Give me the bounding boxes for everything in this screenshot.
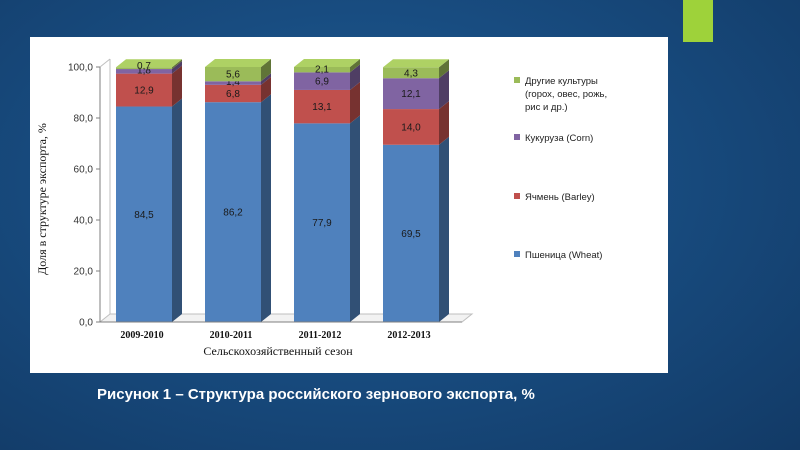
data-label: 14,0: [401, 122, 421, 133]
bar-segment: [294, 123, 350, 322]
bar-segment: [205, 67, 261, 82]
bar-segment: [205, 102, 261, 322]
data-label: 69,5: [401, 229, 421, 240]
bar-segment: [383, 109, 439, 145]
bar-segment: [116, 69, 172, 74]
legend-label: Ячмень (Barley): [525, 192, 595, 203]
bar-side: [172, 59, 182, 70]
legend-label: (горох, овес, рожь,: [525, 89, 607, 100]
bar-side: [350, 64, 360, 90]
bar-side: [172, 65, 182, 107]
legend: Другие культуры (горох, овес, рожь, рис и …: [514, 76, 607, 261]
legend-label: Другие культуры: [525, 76, 598, 87]
y-tick-label: 100,0: [68, 63, 93, 74]
data-label: 12,9: [134, 86, 154, 97]
bars: 84,5 12,9 1,80,7 86,2 6,81,45,6 77,9 13,1 6,9 2,…: [116, 59, 449, 323]
legend-label: рис и др.): [525, 102, 568, 113]
bar-side: [350, 59, 360, 73]
bar-segment: [383, 78, 439, 110]
data-label: 1,4: [226, 77, 240, 88]
x-tick-label: 2010-2011: [210, 330, 253, 341]
bar-segment: [116, 73, 172, 107]
bar-segment: [294, 89, 350, 124]
data-label: 77,9: [312, 218, 332, 229]
bar-segment: [116, 67, 172, 70]
data-label: 6,9: [315, 77, 329, 88]
legend-label: Кукуруза (Corn): [525, 133, 593, 144]
bar-segment: [383, 67, 439, 79]
x-axis-title: Сельскохозяйственный сезон: [203, 344, 353, 358]
bar-segment: [205, 84, 261, 103]
bar-side: [439, 101, 449, 145]
bar-top: [205, 59, 271, 67]
legend-label: Пшеница (Wheat): [525, 250, 602, 261]
bar-segment: [383, 144, 439, 322]
y-tick-label: 80,0: [74, 114, 94, 125]
bar-side: [439, 59, 449, 79]
data-label: 84,5: [134, 210, 154, 221]
bar-top: [383, 59, 449, 68]
bar-segment: [205, 81, 261, 85]
y-axis: 0,0 20,0 40,0 60,0 80,0 100,0: [68, 63, 101, 329]
bar-segment: [294, 72, 350, 90]
bar-top: [294, 59, 360, 67]
accent-bar: [683, 0, 713, 42]
x-tick-label: 2012-2013: [387, 330, 430, 341]
bar-segment: [116, 106, 172, 323]
bar-side: [261, 73, 271, 85]
y-tick-label: 40,0: [74, 216, 94, 227]
bar-side: [439, 70, 449, 110]
data-label: 0,7: [137, 61, 151, 72]
bar-side: [439, 136, 449, 322]
data-label: 1,8: [137, 66, 151, 77]
side-wall-edge: [99, 58, 111, 68]
y-tick-label: 20,0: [74, 267, 94, 278]
legend-swatch: [514, 77, 520, 83]
legend-swatch: [514, 134, 520, 140]
x-tick-label: 2011-2012: [299, 330, 342, 341]
data-label: 86,2: [223, 208, 243, 219]
figure-caption: Рисунок 1 – Структура российского зернов…: [97, 386, 535, 403]
y-tick-label: 0,0: [79, 318, 93, 329]
x-tick-label: 2009-2010: [120, 330, 163, 341]
bar-side: [172, 98, 182, 323]
y-axis-title: Доля в структуре экспорта, %: [35, 123, 49, 275]
data-label: 6,8: [226, 89, 240, 100]
bar-side: [261, 59, 271, 82]
data-label: 4,3: [404, 68, 418, 79]
data-label: 5,6: [226, 70, 240, 81]
data-label: 12,1: [401, 89, 421, 100]
x-axis: 2009-2010 2010-2011 2011-2012 2012-2013: [100, 321, 462, 341]
legend-swatch: [514, 193, 520, 199]
y-tick-label: 60,0: [74, 165, 94, 176]
data-label: 2,1: [315, 64, 329, 75]
legend-swatch: [514, 251, 520, 257]
chart-panel: 0,0 20,0 40,0 60,0 80,0 100,0 84,5 12,9 1,8 0,7 8…: [30, 37, 668, 373]
bar-side: [261, 94, 271, 322]
data-label: 13,1: [312, 102, 332, 113]
bar-top: [116, 59, 182, 68]
bar-segment: [294, 67, 350, 73]
bar-side: [261, 76, 271, 103]
bar-side: [350, 115, 360, 322]
bar-side: [172, 61, 182, 74]
bar-side: [350, 81, 360, 124]
